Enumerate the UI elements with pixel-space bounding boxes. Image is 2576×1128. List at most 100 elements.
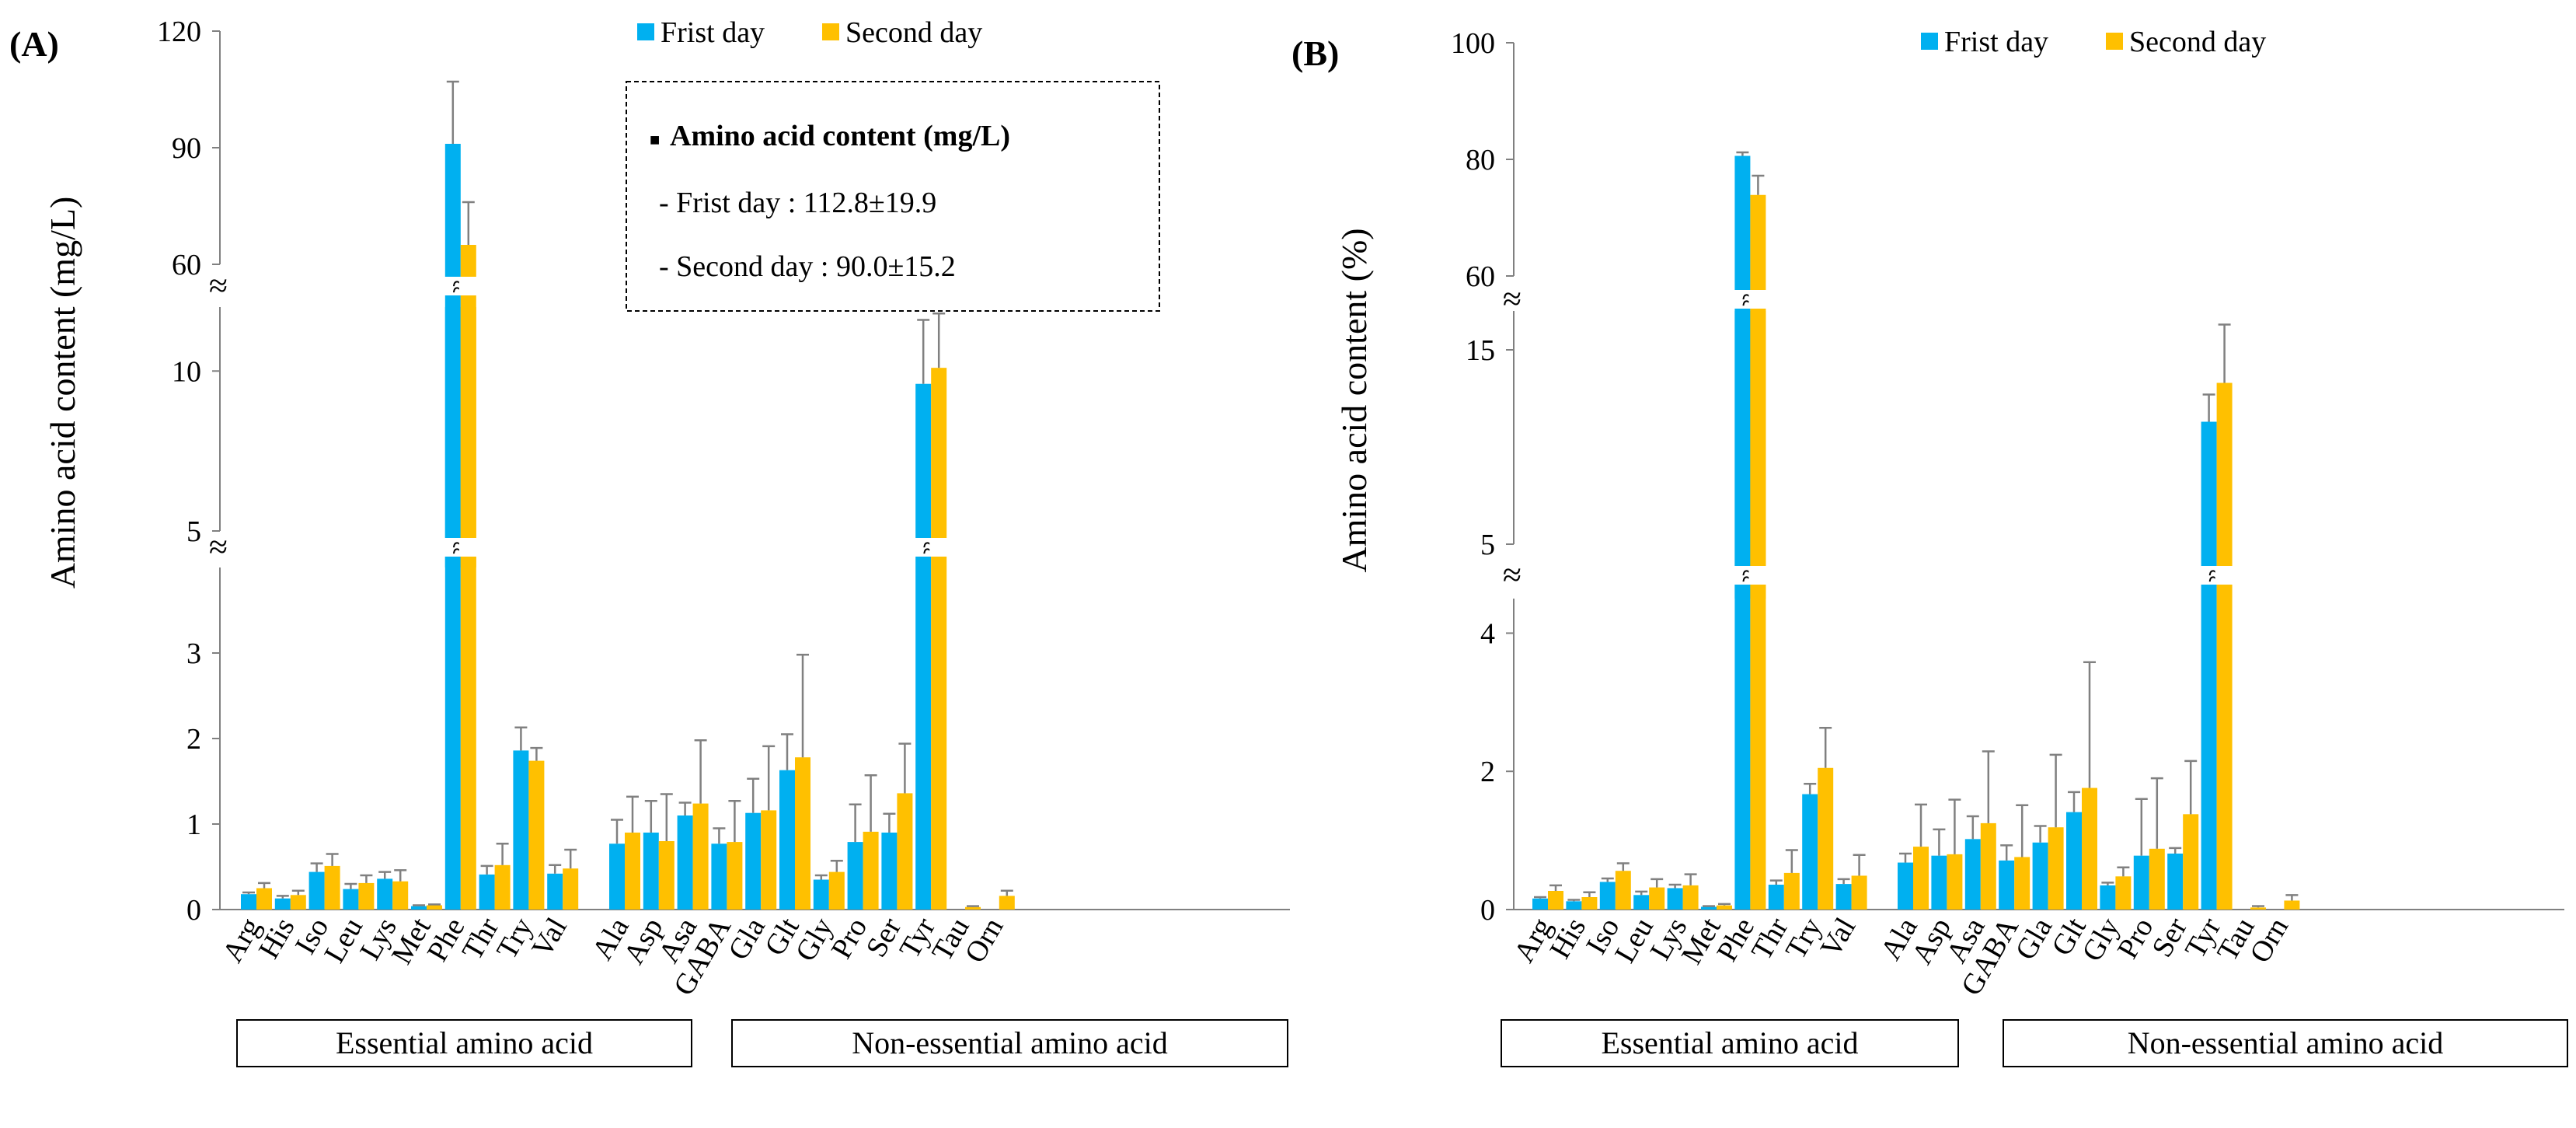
legend-label-first: Frist day	[661, 16, 765, 49]
bar	[377, 878, 393, 910]
panel-label: (A)	[9, 24, 59, 64]
bar	[290, 895, 306, 910]
bar	[1548, 891, 1563, 910]
y-tick-label: 5	[1480, 529, 1495, 561]
bar	[2014, 857, 2030, 910]
bar	[1783, 872, 1800, 910]
bar	[779, 770, 795, 910]
bar	[1913, 847, 1929, 910]
y-tick-label: 0	[186, 894, 201, 927]
group-label-nonessential: Non-essential amino acid	[2128, 1025, 2444, 1060]
bar	[2250, 907, 2266, 910]
legend-swatch-second	[2106, 33, 2123, 50]
y-tick-label: 0	[1480, 894, 1495, 927]
y-tick-label: 80	[1466, 144, 1495, 176]
bar	[625, 833, 640, 910]
x-tick-label: Val	[1814, 913, 1863, 963]
y-tick-label: 60	[172, 249, 201, 281]
bar	[711, 843, 727, 910]
bar	[2216, 599, 2233, 910]
bar	[2048, 827, 2064, 910]
y-tick-label: 2	[186, 723, 201, 756]
bar	[2149, 848, 2165, 910]
bar	[1734, 155, 1751, 311]
y-tick-label: 4	[1480, 617, 1495, 650]
panel-label: (B)	[1291, 33, 1339, 73]
y-tick-label: 60	[1466, 260, 1495, 293]
y-tick-label: 2	[1480, 756, 1495, 788]
bar-break-gap	[1748, 566, 1768, 585]
group-label-nonessential: Non-essential amino acid	[852, 1025, 1168, 1060]
axis-break-mark: ≈	[209, 267, 228, 305]
bar	[563, 868, 579, 910]
bar-break-gap	[929, 538, 949, 557]
legend-label-second: Second day	[845, 16, 982, 49]
bar	[2100, 885, 2116, 910]
annotation-bullet: ■	[650, 130, 660, 149]
group-box-essential	[236, 1019, 692, 1067]
bar	[1964, 839, 1981, 910]
y-tick-label: 15	[1466, 334, 1495, 367]
bar	[881, 833, 898, 910]
group-label-essential: Essential amino acid	[336, 1025, 593, 1060]
bar	[727, 842, 743, 910]
bar	[2032, 842, 2048, 910]
bar	[411, 906, 427, 910]
y-axis-label: Amino acid content (%)	[1334, 228, 1374, 572]
bar	[1750, 194, 1766, 311]
bar	[761, 810, 777, 910]
bar	[2183, 814, 2199, 910]
bar	[795, 757, 810, 910]
bar	[274, 898, 291, 910]
legend-swatch-first	[637, 23, 654, 40]
group-box-essential	[1501, 1019, 1959, 1067]
bar	[392, 881, 409, 910]
legend-label-second: Second day	[2129, 26, 2266, 58]
bar	[528, 760, 545, 910]
bar	[1818, 767, 1834, 910]
bar	[1947, 854, 1963, 910]
bar	[1980, 822, 1996, 910]
bar	[2167, 854, 2184, 910]
bar	[2115, 876, 2132, 910]
annotation-title: Amino acid content (mg/L)	[670, 120, 1010, 152]
bar	[1999, 860, 2015, 910]
bar	[513, 750, 529, 910]
group-label-essential: Essential amino acid	[1601, 1025, 1858, 1060]
bar	[1898, 862, 1913, 910]
y-axis-label: Amino acid content (mg/L)	[43, 197, 82, 589]
bar	[915, 567, 932, 910]
bar	[479, 874, 495, 910]
y-tick-label: 10	[172, 355, 201, 388]
bar	[1599, 882, 1616, 910]
bar	[1931, 855, 1947, 910]
annotation-line-first: - Frist day : 112.8±19.9	[659, 187, 936, 219]
annotation-line-second: - Second day : 90.0±15.2	[659, 250, 956, 283]
bar	[1615, 871, 1631, 910]
bar	[1532, 898, 1548, 910]
bar	[2284, 900, 2300, 910]
bar	[1566, 901, 1582, 910]
x-tick-label: Orn	[959, 913, 1010, 969]
bar	[241, 894, 256, 910]
x-tick-label: Orn	[2243, 913, 2295, 969]
bar	[1717, 905, 1732, 910]
bar	[2201, 599, 2217, 910]
bar	[2201, 421, 2217, 599]
bar	[1649, 887, 1665, 910]
bar	[897, 793, 913, 910]
legend-swatch-second	[822, 23, 839, 40]
bar	[343, 889, 359, 910]
bar	[931, 368, 947, 567]
bar-break-gap	[1748, 290, 1768, 309]
bar	[643, 833, 659, 910]
bar	[547, 873, 563, 910]
bar	[358, 882, 375, 910]
bar	[677, 815, 693, 910]
bar	[999, 896, 1015, 910]
bar	[863, 831, 879, 910]
bar	[658, 841, 675, 910]
y-tick-label: 100	[1451, 27, 1495, 60]
bar	[931, 567, 947, 910]
